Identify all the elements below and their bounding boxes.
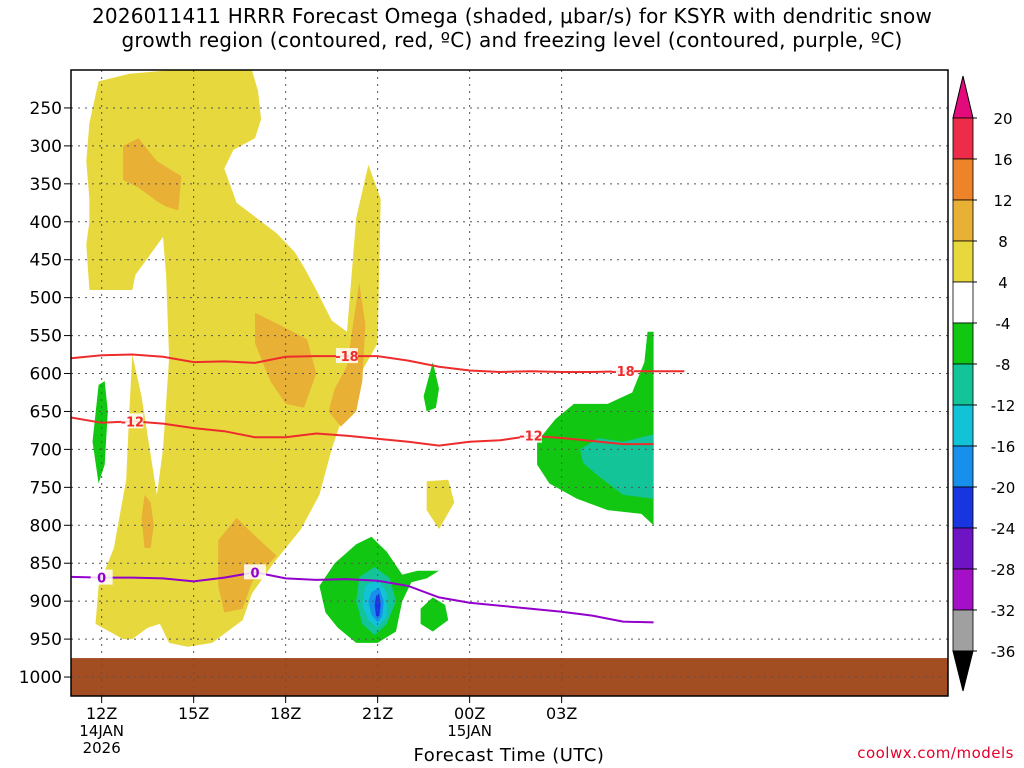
x-tick-label-3-0: 15Z: [178, 704, 209, 723]
credit-link[interactable]: coolwx.com/models: [857, 744, 1014, 762]
contour-label-1-0: -12: [121, 415, 145, 430]
contour-label-2-0: 0: [97, 572, 106, 587]
contour-label-bg: [90, 569, 113, 585]
y-tick-label-950: 950: [30, 630, 62, 650]
contour-label-2-1: 0: [250, 566, 259, 581]
colorbar-swatch-9: [952, 486, 974, 529]
y-tick-label-850: 850: [30, 554, 62, 574]
y-tick-label-500: 500: [30, 289, 62, 309]
omega-region-1: [123, 138, 182, 211]
colorbar-label-6: -8: [996, 356, 1011, 374]
colorbar-swatch-8: [952, 445, 974, 488]
ground-terrain: [71, 658, 948, 696]
y-tick-label-350: 350: [30, 175, 62, 195]
x-axis-label: Forecast Time (UTC): [413, 745, 605, 766]
y-tick-label-900: 900: [30, 592, 62, 612]
contour-line-1: [71, 416, 654, 447]
chart-title-line2: growth region (contoured, red, ºC) and f…: [121, 28, 903, 52]
omega-region-2: [255, 312, 317, 408]
x-tick-label-12-0: 00Z: [454, 704, 485, 723]
colorbar-label-0: 20: [993, 110, 1012, 128]
plot-frame: [70, 69, 949, 697]
omega-region-16: [374, 593, 381, 617]
colorbar-swatch-0: [952, 117, 974, 160]
chart-title: 2026011411 HRRR Forecast Omega (shaded, …: [0, 4, 1024, 52]
y-tick-label-550: 550: [30, 327, 62, 347]
x-tick-label-0-0: 12Z: [86, 704, 117, 723]
y-tick-label-300: 300: [30, 137, 62, 157]
y-tick-label-400: 400: [30, 213, 62, 233]
y-tick-label-700: 700: [30, 440, 62, 460]
contour-label-bg: [121, 413, 144, 429]
y-tick-label-800: 800: [30, 516, 62, 536]
omega-region-6: [426, 479, 455, 530]
omega-region-11: [580, 434, 654, 499]
colorbar-label-10: -24: [991, 520, 1016, 538]
colorbar-label-13: -36: [991, 643, 1016, 661]
x-tick-label-12-1: 15JAN: [447, 722, 492, 740]
y-tick-label-1000: 1000: [19, 668, 62, 688]
omega-region-0: [86, 70, 381, 647]
contour-line-2: [71, 571, 654, 624]
contour-line-0: [71, 353, 685, 374]
colorbar-swatch-3: [952, 240, 974, 283]
colorbar-label-9: -20: [991, 479, 1016, 497]
y-tick-label-600: 600: [30, 365, 62, 385]
omega-region-7: [92, 381, 108, 484]
y-tick-label-750: 750: [30, 478, 62, 498]
colorbar-label-3: 8: [998, 233, 1008, 251]
colorbar-swatch-7: [952, 404, 974, 447]
contour-label-1-1: -12: [519, 430, 543, 445]
x-tick-label-9-0: 21Z: [362, 704, 393, 723]
colorbar-swatch-4: [952, 281, 974, 324]
chart-title-line1: 2026011411 HRRR Forecast Omega (shaded, …: [91, 4, 932, 28]
colorbar-swatch-12: [952, 609, 974, 652]
colorbar-swatch-6: [952, 363, 974, 406]
colorbar-label-12: -32: [991, 602, 1016, 620]
colorbar-swatch-2: [952, 199, 974, 242]
colorbar-label-2: 12: [993, 192, 1012, 210]
colorbar-label-4: 4: [998, 274, 1008, 292]
x-tick-label-0-2: 2026: [83, 739, 121, 757]
contour-label-0-0: -18: [335, 350, 359, 365]
y-tick-label-450: 450: [30, 251, 62, 271]
colorbar-label-11: -28: [991, 561, 1016, 579]
contour-label-bg: [335, 348, 358, 364]
colorbar-label-1: 16: [993, 151, 1012, 169]
colorbar-label-5: -4: [996, 315, 1011, 333]
contour-label-bg: [519, 427, 542, 443]
x-tick-label-15-0: 03Z: [546, 704, 577, 723]
colorbar-swatch-5: [952, 322, 974, 365]
x-tick-label-0-1: 14JAN: [79, 722, 124, 740]
omega-region-9: [420, 597, 449, 632]
x-tick-label-6-0: 18Z: [270, 704, 301, 723]
y-tick-label-250: 250: [30, 99, 62, 119]
colorbar-swatch-1: [952, 158, 974, 201]
omega-region-3: [328, 282, 366, 427]
omega-region-8: [423, 362, 439, 412]
y-tick-label-650: 650: [30, 402, 62, 422]
contour-label-bg: [611, 363, 634, 379]
colorbar-bottom-arrow: [952, 650, 974, 692]
colorbar-swatch-11: [952, 568, 974, 611]
omega-region-5: [141, 494, 154, 548]
colorbar-label-8: -16: [991, 438, 1016, 456]
contour-label-0-1: -18: [611, 365, 635, 380]
colorbar-swatch-10: [952, 527, 974, 570]
colorbar-label-7: -12: [991, 397, 1016, 415]
colorbar-top-arrow: [952, 75, 974, 119]
contour-label-bg: [243, 564, 266, 580]
